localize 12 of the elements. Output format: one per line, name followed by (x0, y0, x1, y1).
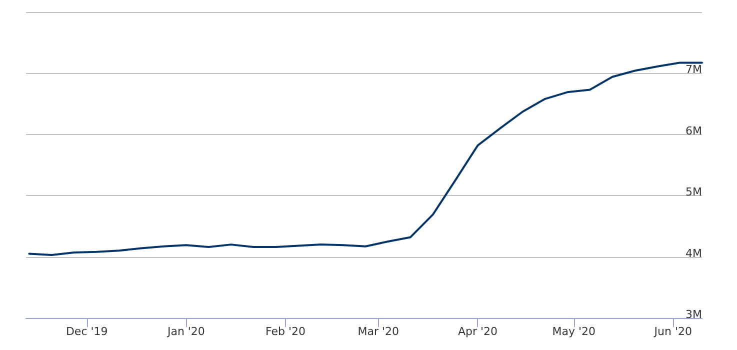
y-tick-label: 7M (686, 63, 702, 76)
y-tick-label: 4M (686, 246, 702, 260)
x-tick-label: Dec '19 (66, 325, 108, 338)
x-tick-label: Mar '20 (358, 325, 400, 338)
y-tick-label: 3M (686, 308, 702, 321)
y-tick-label: 5M (686, 186, 702, 199)
x-tick-label: Jan '20 (166, 325, 205, 338)
x-tick-label: May '20 (552, 325, 596, 338)
x-tick-label: Apr '20 (458, 325, 498, 338)
x-tick-label: Feb '20 (266, 325, 306, 338)
y-tick-label: 6M (686, 124, 702, 138)
x-tick-label: Jun '20 (653, 325, 692, 338)
